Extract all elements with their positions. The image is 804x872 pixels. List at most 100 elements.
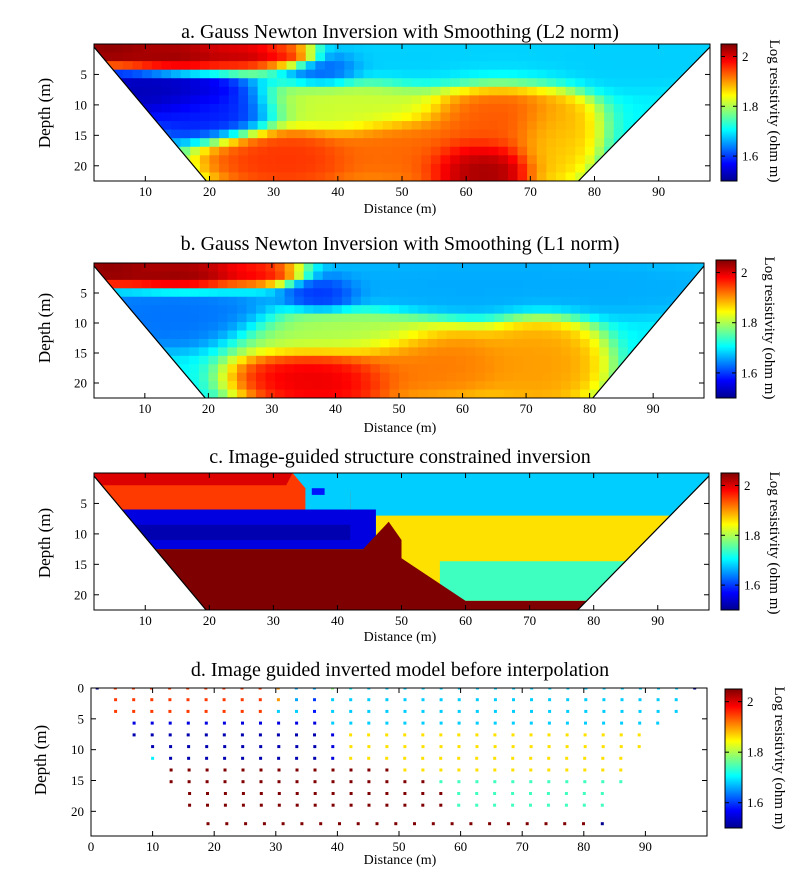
panel-a-cell: [421, 78, 432, 88]
panel-a-cell: [411, 103, 422, 114]
panel-a-cell: [276, 172, 288, 181]
panel-d-point: [475, 721, 479, 725]
panel-d-point: [548, 688, 552, 690]
panel-a-cell: [459, 61, 470, 71]
panel-b-cell: [513, 296, 524, 306]
panel-b-cell: [580, 305, 591, 315]
panel-b-cell: [360, 279, 372, 289]
panel-a-cell: [469, 112, 480, 122]
panel-b-cell: [399, 271, 410, 281]
panel-b-cell: [179, 338, 190, 348]
panel-a-cell: [402, 146, 413, 156]
panel-a-cell: [633, 69, 644, 79]
panel-a-cell: [469, 129, 480, 139]
panel-a-cell: [402, 112, 413, 122]
panel-a-cell: [507, 69, 519, 79]
panel-b-cell: [627, 322, 638, 332]
panel-d-point: [385, 768, 389, 772]
panel-a-cell: [209, 112, 220, 122]
panel-a-cell: [180, 95, 191, 105]
panel-d-xtick-label: 60: [454, 839, 467, 854]
panel-b-cell: [370, 355, 381, 365]
panel-b-cell: [265, 296, 276, 306]
panel-a-cell: [498, 163, 509, 174]
panel-d-point: [530, 709, 533, 713]
panel-a-cell: [334, 95, 345, 105]
panel-b-cell: [332, 305, 343, 315]
panel-d-point: [403, 721, 407, 725]
panel-a-cell: [584, 121, 596, 131]
panel-a-cell: [642, 86, 653, 96]
panel-b-cell: [170, 322, 181, 332]
panel-b-cell: [656, 271, 667, 281]
panel-a-cell: [392, 155, 403, 165]
panel-b-cell: [160, 338, 171, 348]
panel-a-cell: [248, 78, 259, 88]
panel-a-cell: [575, 163, 586, 174]
panel-a-cell: [228, 138, 239, 148]
panel-a-cell: [171, 103, 182, 114]
panel-d-point: [602, 698, 606, 702]
panel-a-cell: [517, 69, 528, 79]
panel-c-xtick-label: 40: [331, 613, 344, 628]
panel-a-cell: [575, 112, 586, 122]
panel-b-cell: [265, 381, 276, 391]
panel-b-cell: [503, 389, 514, 398]
panel-a-cell: [103, 52, 114, 62]
panel-d-point: [546, 792, 550, 795]
panel-a-cell: [257, 86, 268, 96]
panel-a-cell: [430, 112, 442, 122]
panel-a-cell: [411, 86, 422, 96]
panel-a-cell: [498, 95, 509, 105]
panel-d-point: [421, 745, 425, 749]
panel-d-point: [222, 733, 226, 737]
panel-d-point: [295, 803, 299, 807]
panel-a-cell: [498, 155, 509, 165]
panel-d-colorbar: [724, 688, 743, 829]
panel-a-cell: [459, 69, 470, 79]
panel-a-cell: [286, 129, 297, 139]
panel-d-point: [187, 768, 191, 772]
panel-a-cell: [382, 44, 393, 54]
panel-a-cell: [459, 86, 470, 96]
panel-d-point: [475, 698, 479, 702]
panel-a-cell: [507, 103, 519, 114]
panel-a-cell: [613, 69, 624, 79]
panel-b-cell: [456, 288, 467, 298]
panel-b-cell: [408, 288, 419, 298]
panel-b-cell: [541, 355, 553, 365]
panel-a-cell: [690, 52, 701, 62]
panel-a-cell: [132, 69, 143, 79]
panel-b-cell: [256, 271, 267, 281]
panel-b-cell: [475, 279, 486, 289]
panel-d-point: [259, 792, 263, 795]
panel-a-cell: [315, 52, 326, 62]
panel-b-cell: [408, 322, 419, 332]
panel-d-point: [188, 803, 192, 807]
panel-d-point: [601, 768, 605, 772]
panel-d-point: [457, 803, 461, 807]
panel-d-point: [169, 756, 173, 760]
panel-a-cell: [209, 95, 220, 105]
panel-d-point: [657, 688, 660, 690]
panel-b-ylabel: Depth (m): [35, 293, 54, 363]
panel-b-cell: [122, 271, 133, 281]
panel-b-cell: [418, 271, 429, 281]
panel-a-cell: [305, 172, 316, 181]
panel-a-cell: [479, 138, 490, 148]
panel-a-cell: [469, 52, 480, 62]
panel-a-cell: [517, 95, 528, 105]
panel-a-cell: [344, 163, 355, 174]
panel-b-cell: [399, 313, 410, 323]
panel-b-cell: [465, 279, 476, 289]
panel-d-point: [276, 698, 280, 702]
panel-b-cell: [589, 355, 600, 365]
panel-a-cell: [363, 146, 374, 156]
panel-a-cell: [440, 61, 451, 71]
panel-a-cell: [479, 112, 490, 122]
panel-a-cell: [440, 44, 451, 54]
panel-a-cell: [257, 121, 268, 131]
panel-b-cell: [399, 330, 410, 340]
panel-b-cell: [141, 322, 152, 332]
panel-d-xtick-label: 20: [208, 839, 221, 854]
